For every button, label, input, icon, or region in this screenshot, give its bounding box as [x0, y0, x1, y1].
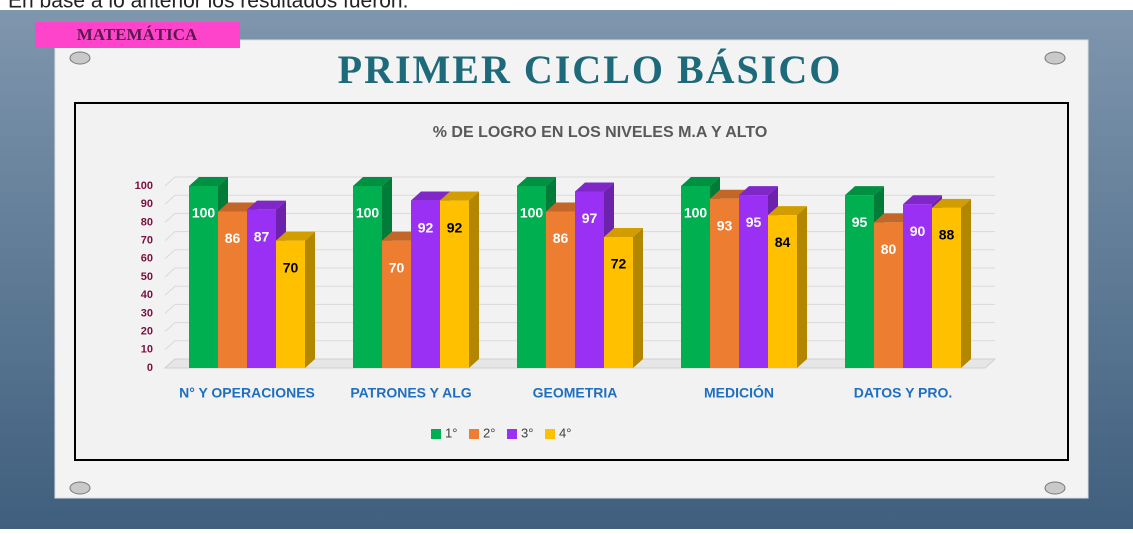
legend-swatch	[507, 429, 517, 439]
bar	[517, 186, 546, 368]
bar	[604, 236, 633, 368]
bar-top	[440, 191, 479, 201]
data-label: 80	[881, 241, 897, 257]
data-label: 90	[910, 223, 926, 239]
bar	[845, 195, 874, 368]
data-label: 70	[283, 259, 299, 275]
bar-top	[517, 177, 556, 186]
bar-side	[797, 206, 807, 368]
bar	[411, 200, 440, 368]
data-label: 97	[582, 210, 598, 226]
y-tick-label: 60	[141, 253, 153, 265]
y-tick-label: 10	[141, 344, 153, 356]
bar-top	[575, 182, 614, 192]
x-tick-label: PATRONES Y ALG	[350, 385, 471, 401]
bar-side	[469, 191, 479, 368]
data-label: 92	[418, 219, 434, 235]
data-label: 87	[254, 228, 270, 244]
data-label: 88	[939, 227, 955, 243]
legend-swatch	[431, 429, 441, 439]
bar-top	[739, 186, 778, 196]
rivet	[1044, 481, 1066, 495]
y-tick-label: 20	[141, 326, 153, 338]
bar	[189, 186, 218, 368]
rivet	[1044, 51, 1066, 65]
bar-side	[961, 198, 971, 368]
bar-top	[681, 177, 720, 186]
legend-label: 1°	[445, 425, 457, 440]
legend-label: 2°	[483, 425, 495, 440]
legend-swatch	[545, 429, 555, 439]
data-label: 93	[717, 217, 733, 233]
y-tick-label: 30	[141, 307, 153, 319]
bar	[218, 211, 247, 368]
bar	[440, 200, 469, 368]
data-label: 86	[225, 230, 241, 246]
data-label: 100	[192, 205, 216, 221]
bar	[710, 198, 739, 368]
top-strip	[0, 0, 1133, 10]
tag: MATEMÁTICA	[77, 25, 198, 44]
data-label: 92	[447, 219, 463, 235]
legend-label: 4°	[559, 425, 571, 440]
bar-top	[353, 177, 392, 186]
legend-label: 3°	[521, 425, 533, 440]
bar-top	[768, 206, 807, 216]
bar-top	[845, 186, 884, 196]
slide-title: PRIMER CICLO BÁSICO	[338, 47, 843, 92]
x-tick-label: DATOS Y PRO.	[854, 385, 953, 401]
y-tick-label: 0	[147, 362, 153, 374]
rivet	[69, 481, 91, 495]
bar-top	[903, 195, 942, 205]
bar	[768, 215, 797, 368]
data-label: 86	[553, 230, 569, 246]
bar	[353, 186, 382, 368]
tag-box	[35, 22, 240, 48]
data-label: 95	[852, 214, 868, 230]
x-tick-label: N° Y OPERACIONES	[179, 385, 315, 401]
bar	[681, 186, 710, 368]
bar	[276, 240, 305, 368]
data-label: 72	[611, 256, 627, 272]
grid-line	[164, 176, 995, 187]
x-tick-label: GEOMETRIA	[533, 385, 618, 401]
bar	[903, 204, 932, 368]
legend-swatch	[469, 429, 479, 439]
bar	[546, 211, 575, 368]
data-label: 84	[775, 234, 791, 250]
y-tick-label: 70	[141, 235, 153, 247]
chart-title: % DE LOGRO EN LOS NIVELES M.A Y ALTO	[433, 124, 768, 141]
y-tick-label: 90	[141, 198, 153, 210]
y-tick-label: 50	[141, 271, 153, 283]
data-label: 70	[389, 259, 405, 275]
bar-top	[276, 231, 315, 241]
rivet	[69, 51, 91, 65]
caption: En base a lo anterior los resultados fue…	[8, 0, 408, 13]
bar-top	[247, 200, 286, 210]
data-label: 100	[520, 205, 544, 221]
y-tick-label: 40	[141, 289, 153, 301]
bar-top	[218, 202, 257, 212]
bar	[382, 240, 411, 368]
bar-top	[604, 227, 643, 237]
bar-side	[633, 227, 643, 368]
bar-top	[932, 198, 971, 208]
bar-top	[189, 177, 228, 186]
bar-side	[305, 231, 315, 368]
y-tick-label: 80	[141, 216, 153, 228]
bar	[247, 209, 276, 368]
data-label: 100	[356, 205, 380, 221]
bar	[575, 191, 604, 368]
bar	[932, 207, 961, 368]
bar-top	[411, 191, 450, 201]
data-label: 95	[746, 214, 762, 230]
x-tick-label: MEDICIÓN	[704, 384, 774, 401]
bar	[739, 195, 768, 368]
bar	[874, 222, 903, 368]
data-label: 100	[684, 205, 708, 221]
y-tick-label: 100	[135, 180, 153, 192]
